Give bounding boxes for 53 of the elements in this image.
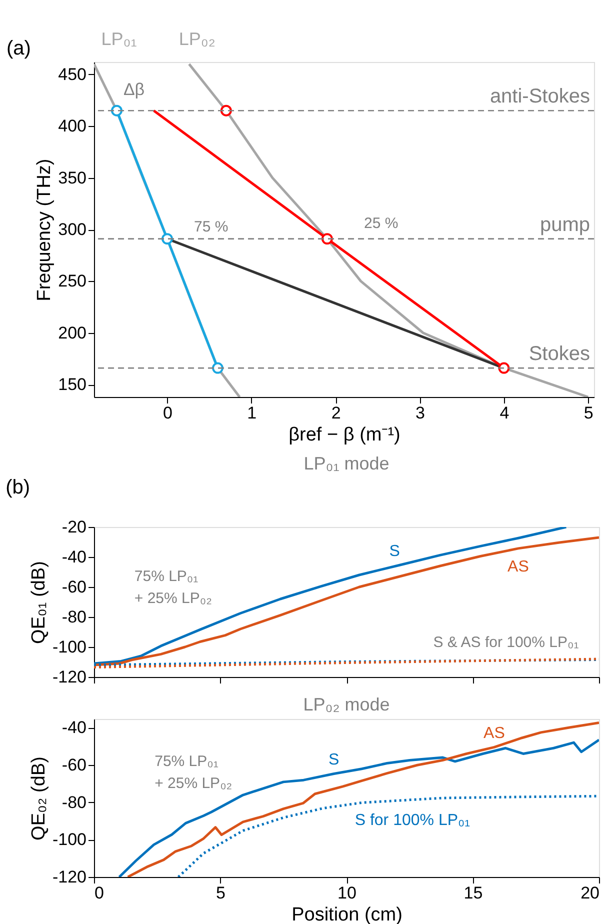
annotation: S & AS for 100% LP₀₁ <box>433 634 579 651</box>
x-tick-label: 3 <box>416 404 425 422</box>
y-tick-label: 400 <box>58 116 86 136</box>
chart-title: LP₀₂ mode <box>303 694 390 715</box>
x-tick-label: 20 <box>580 884 600 902</box>
x-tick-label: 4 <box>500 404 510 422</box>
x-tick-label: 5 <box>584 404 594 422</box>
y-axis-title: QE₀₁ (dB) <box>28 561 50 644</box>
y-tick-label: -100 <box>52 638 86 656</box>
y-tick-label: 250 <box>58 272 86 291</box>
series-label: S <box>389 543 400 560</box>
text: (a) <box>6 38 31 60</box>
y-tick-label: 350 <box>58 168 86 188</box>
y-tick-label: -120 <box>52 668 86 686</box>
annotation: Δβ <box>123 80 145 100</box>
y-tick-label: -100 <box>52 830 86 850</box>
y-tick-label: 200 <box>58 323 86 342</box>
series-label: S <box>328 752 340 769</box>
y-tick-label: -40 <box>62 548 86 566</box>
y-tick-label: 450 <box>58 64 86 84</box>
annotation: 75 % <box>194 218 228 236</box>
chart-title: LP₀₁ mode <box>304 454 390 474</box>
y-tick-label: -80 <box>62 608 86 626</box>
x-tick-label: 0 <box>94 884 104 902</box>
series-label: S for 100% LP₀₁ <box>354 812 470 829</box>
y-tick-label: -60 <box>62 578 86 596</box>
text: (b) <box>6 476 30 498</box>
y-tick-label: -40 <box>62 718 86 738</box>
series-label: AS <box>508 558 529 576</box>
x-tick-label: 1 <box>247 404 257 422</box>
y-axis-title: QE₀₂ (dB) <box>28 756 50 840</box>
y-tick-label: -80 <box>62 792 86 812</box>
y-axis-title: Frequency (THz) <box>34 158 56 302</box>
y-tick-label: -60 <box>62 755 86 774</box>
x-tick-label: 0 <box>163 404 172 422</box>
y-tick-label: 150 <box>58 375 86 394</box>
y-tick-label: -20 <box>62 518 86 536</box>
x-tick-label: 10 <box>338 884 356 902</box>
ref-line-label: anti-Stokes <box>490 86 590 108</box>
x-tick-label: 5 <box>216 884 226 902</box>
x-tick-label: 15 <box>464 884 483 902</box>
y-tick-label: -120 <box>52 868 86 886</box>
annotation: 75% LP₀₁ + 25% LP₀₂ <box>154 752 232 792</box>
y-tick-label: 300 <box>58 220 86 239</box>
series-label: AS <box>484 725 505 742</box>
series-label: LP₀₁ <box>101 29 137 50</box>
ref-line-label: pump <box>540 214 590 236</box>
annotation: 25 % <box>364 215 398 232</box>
x-tick-label: 2 <box>331 404 341 422</box>
ref-line-label: Stokes <box>528 343 590 366</box>
series-label: LP₀₂ <box>178 29 216 50</box>
x-axis-title: βref − β (m⁻¹) <box>288 424 400 446</box>
annotation: 75% LP₀₁ + 25% LP₀₂ <box>134 568 212 607</box>
